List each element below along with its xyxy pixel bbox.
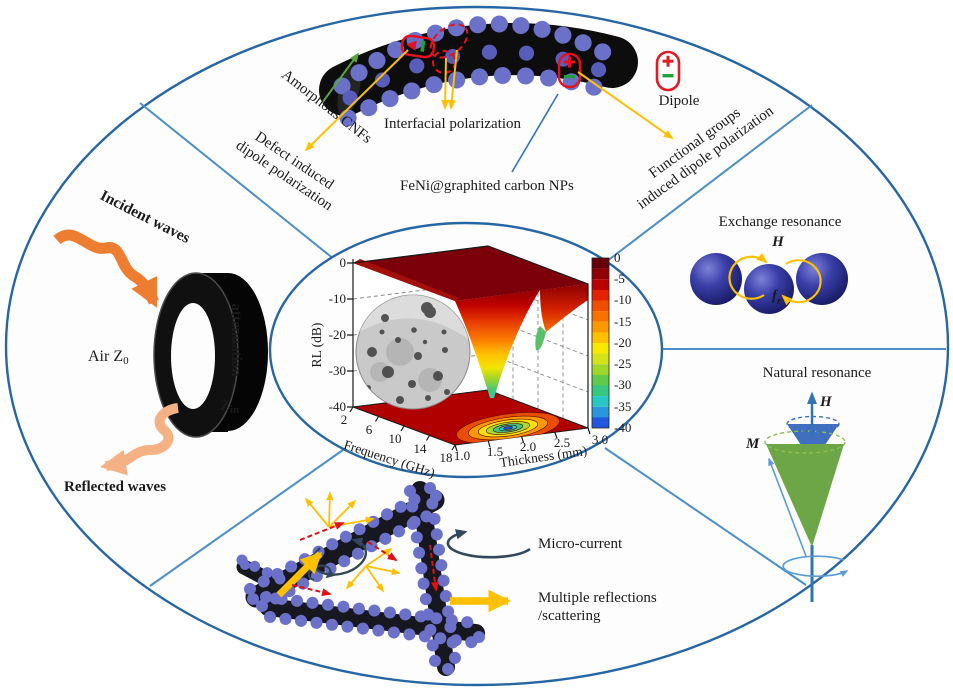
surface-second-dip — [535, 326, 546, 351]
exchange-spin-arrows — [728, 252, 822, 306]
svg-text:6: 6 — [366, 422, 373, 437]
label-exchange-resonance: Exchange resonance — [719, 214, 842, 230]
dipole-icon — [655, 50, 681, 92]
colorbar-ticks: 0 -5 -10 -15 -20 -25 -30 -35 -40 — [614, 250, 631, 435]
incident-wave-arrow — [53, 229, 159, 308]
label-zin: Zin — [220, 398, 239, 416]
label-natural-m: M — [745, 436, 760, 452]
divider-top-left — [139, 102, 346, 269]
svg-text:18: 18 — [440, 450, 453, 465]
label-feni: FeNi@graphited carbon NPs — [400, 178, 574, 194]
svg-text:2.0: 2.0 — [520, 439, 536, 454]
svg-text:2.5: 2.5 — [554, 435, 570, 450]
thickness-axis-ticks: 1.0 1.5 2.0 2.5 3.0 — [454, 432, 608, 463]
reflected-wave-arrow — [100, 403, 179, 476]
absorber-ring: attenuation Zin — [153, 272, 268, 438]
rl-axis-ticks: 0 -10 -20 -30 -40 — [329, 255, 346, 414]
np-beads-top — [333, 15, 623, 95]
surface-top-plane — [353, 246, 588, 301]
rl-axis-label: RL (dB) — [309, 323, 324, 368]
precession-orbit-arrow — [782, 555, 849, 577]
label-reflected-waves: Reflected waves — [64, 479, 166, 495]
label-interfacial: Interfacial polarization — [384, 116, 522, 132]
micro-current-icon — [446, 529, 531, 559]
label-scattering: /scattering — [538, 608, 601, 624]
svg-text:-10: -10 — [614, 292, 631, 307]
dipole-box-functional — [557, 52, 582, 89]
svg-text:-35: -35 — [614, 399, 631, 414]
connector-amorphous-arrow — [321, 52, 360, 104]
np-beads-mid — [342, 44, 618, 106]
tem-inset — [355, 294, 471, 410]
plot-frame — [347, 245, 591, 452]
label-air-z0: Air Z0 — [88, 348, 129, 367]
label-multiple-reflections: Multiple reflections — [538, 590, 657, 606]
svg-text:-40: -40 — [329, 399, 346, 414]
magnetization-arrow — [768, 457, 807, 557]
svg-text:3.0: 3.0 — [592, 432, 608, 447]
sector-dividers — [139, 102, 946, 587]
cnf-network — [236, 481, 485, 676]
svg-text:-10: -10 — [329, 291, 346, 306]
label-exchange-h: H — [771, 234, 785, 250]
svg-text:0: 0 — [614, 250, 621, 265]
freq-axis-ticks: 2 6 10 14 18 — [341, 412, 453, 465]
divider-bottom-right — [604, 447, 807, 586]
label-natural-h: H — [819, 394, 833, 410]
divider-bottom-left — [149, 444, 351, 587]
internal-current-arrows — [291, 522, 439, 597]
svg-text:14: 14 — [414, 441, 428, 456]
connector-interfacial-arrow-2 — [447, 49, 458, 110]
ring-hole — [171, 303, 215, 409]
svg-text:1.0: 1.0 — [454, 448, 470, 463]
svg-text:-20: -20 — [329, 327, 346, 342]
svg-text:1.5: 1.5 — [487, 444, 503, 459]
natural-resonance-cone — [764, 391, 849, 602]
dipole-box-defect — [400, 34, 436, 59]
svg-text:-15: -15 — [614, 314, 631, 329]
svg-text:0: 0 — [340, 255, 347, 270]
svg-text:-30: -30 — [329, 363, 346, 378]
connector-functional-arrow — [577, 71, 674, 140]
label-dipole: Dipole — [659, 93, 700, 109]
scattering-arrows — [276, 491, 401, 598]
svg-text:-30: -30 — [614, 377, 631, 392]
svg-text:-5: -5 — [614, 271, 625, 286]
label-micro-current: Micro-current — [538, 536, 623, 552]
np-beads-bottom — [339, 67, 619, 127]
label-natural-resonance: Natural resonance — [763, 365, 872, 381]
surface-right-wing — [540, 284, 588, 332]
connector-interfacial-arrow-1 — [441, 57, 450, 110]
rl-3d-plot: 0 -10 -20 -30 -40 2 6 10 14 18 1.0 1.5 2… — [309, 245, 631, 481]
surface-funnel — [455, 290, 540, 398]
svg-text:-20: -20 — [614, 335, 631, 350]
colorbar: 0 -5 -10 -15 -20 -25 -30 -35 -40 — [591, 250, 631, 435]
svg-text:-25: -25 — [614, 356, 631, 371]
label-fr: fr — [772, 288, 782, 307]
connector-feni-line — [511, 93, 559, 173]
svg-text:-40: -40 — [614, 420, 631, 435]
divider-top-right — [597, 104, 813, 269]
connector-defect-arrow — [304, 49, 409, 152]
label-attenuation: attenuation — [228, 303, 244, 377]
cnf-nanofiber — [319, 15, 638, 127]
svg-text:10: 10 — [389, 431, 402, 446]
svg-text:2: 2 — [341, 412, 348, 427]
